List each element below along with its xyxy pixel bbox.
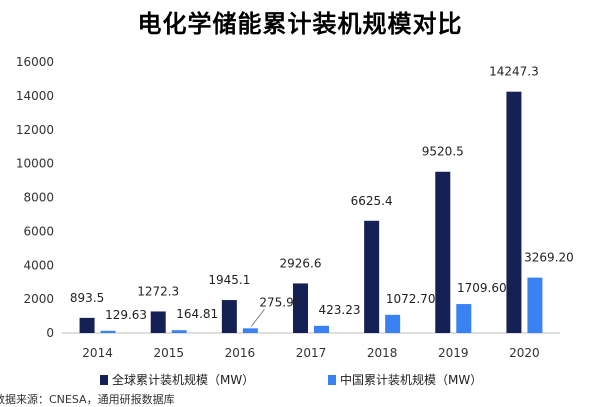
y-tick-label: 4000 [23,258,54,272]
data-label-global: 893.5 [70,291,104,305]
data-label-china: 1072.70 [386,292,436,306]
legend-label-global: 全球累计装机规模（MW） [112,372,254,387]
data-label-china: 129.63 [105,308,147,322]
legend-swatch-global [100,375,108,385]
data-label-global: 1272.3 [137,284,179,298]
data-label-china: 164.81 [176,307,218,321]
x-tick-label: 2017 [296,346,327,360]
data-label-global: 2926.6 [280,256,322,270]
data-label-china: 3269.20 [524,251,574,265]
legend-swatch-china [328,375,336,385]
chart-title: 电化学储能累计装机规模对比 [137,10,463,38]
bar-global [364,220,380,333]
x-tick-label: 2016 [225,346,256,360]
bar-china [314,325,329,333]
data-label-china: 423.23 [319,303,361,317]
data-label-china: 1709.60 [457,281,507,295]
x-tick-label: 2014 [82,346,113,360]
bar-china [385,314,401,333]
data-label-global: 14247.3 [489,65,539,79]
bar-china [242,328,258,333]
data-label-leader-line [251,309,265,327]
data-label-china: 275.93 [259,295,301,309]
bar-china [456,304,472,333]
bar-global [221,300,237,333]
y-tick-label: 12000 [16,123,54,137]
data-label-global: 9520.5 [422,145,464,159]
bar-global [506,91,522,333]
source-note: 数据来源：CNESA，通用研报数据库 [0,393,175,406]
y-tick-label: 10000 [16,157,54,171]
x-tick-label: 2020 [509,346,540,360]
bar-global [79,317,95,333]
x-tick-label: 2018 [367,346,398,360]
x-tick-label: 2015 [153,346,184,360]
bar-global [293,283,308,333]
data-label-global: 6625.4 [351,194,393,208]
y-tick-label: 6000 [23,224,54,238]
y-tick-label: 2000 [23,292,54,306]
x-tick-label: 2019 [438,346,469,360]
bar-global [435,171,451,333]
y-tick-label: 0 [46,326,54,340]
y-tick-label: 14000 [16,89,54,103]
y-tick-label: 8000 [23,191,54,205]
bar-china [100,330,116,333]
data-label-global: 1945.1 [208,273,250,287]
legend-label-china: 中国累计装机规模（MW） [340,372,482,387]
y-tick-label: 16000 [16,55,54,69]
bar-global [150,311,166,333]
bar-china [527,277,543,333]
bar-china [171,330,187,333]
